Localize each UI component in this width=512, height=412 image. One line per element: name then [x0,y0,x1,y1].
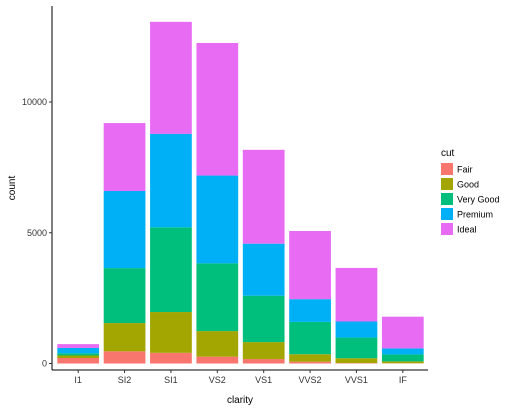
bar-segment-vs1-fair [242,359,285,364]
legend-key-good [441,178,453,190]
bar-segment-si2-fair [103,351,146,364]
bar-segment-if-very-good [381,354,424,362]
bars-group [57,21,424,364]
bar-segment-vs2-premium [196,175,239,264]
x-tick-label: I1 [74,375,82,385]
bar-segment-vvs2-very-good [289,321,331,355]
bar-segment-vvs2-premium [289,299,331,322]
bar-segment-vvs1-premium [335,321,378,338]
x-tick-label: VVS2 [299,375,322,385]
bar-segment-if-good [381,361,424,364]
bar-segment-i1-premium [57,347,100,354]
bar-segment-i1-good [57,355,100,359]
bar-segment-si2-premium [103,191,146,269]
x-tick-label: SI1 [164,375,178,385]
bar-segment-i1-fair [57,358,100,364]
bar-segment-vs1-premium [242,243,285,296]
bar-segment-if-ideal [381,316,424,349]
bar-segment-vvs2-fair [289,361,331,364]
y-tick-label: 5000 [27,228,47,238]
bar-segment-vvs2-ideal [289,231,331,300]
bar-segment-si1-fair [150,352,192,364]
legend-key-very-good [441,193,453,205]
legend-key-ideal [441,223,453,235]
bar-segment-vs1-good [242,342,285,360]
legend-key-fair [441,163,453,175]
y-tick-label: 0 [42,359,47,369]
legend-label: Good [457,180,479,190]
legend-key-premium [441,208,453,220]
legend-label: Very Good [457,195,500,205]
bar-segment-vs2-fair [196,356,239,364]
bar-segment-i1-very-good [57,353,100,356]
x-axis-title: clarity [227,395,253,406]
bar-segment-si1-premium [150,133,192,228]
bar-segment-vvs2-good [289,354,331,362]
legend-label: Fair [457,165,473,175]
bar-segment-vvs1-good [335,358,378,364]
x-axis-ticks: I1 SI2 SI1 VS2 VS1 VVS2 VVS1 IF [74,370,407,385]
bar-segment-vvs1-ideal [335,267,378,322]
bar-segment-si1-ideal [150,21,192,134]
bar-segment-vs2-good [196,331,239,357]
bar-segment-vs1-ideal [242,149,285,244]
bar-segment-vs1-very-good [242,295,285,343]
bar-segment-si2-very-good [103,268,146,324]
x-tick-label: VVS1 [345,375,368,385]
y-axis-ticks: 0 5000 10000 [22,97,52,369]
legend: cut Fair Good Very Good Premium Ideal [441,148,500,235]
bar-segment-si2-good [103,323,146,352]
bar-segment-vs2-very-good [196,263,239,332]
y-tick-label: 10000 [22,97,47,107]
legend-title: cut [441,148,455,159]
x-tick-label: VS2 [209,375,226,385]
x-tick-label: VS1 [255,375,272,385]
bar-segment-i1-ideal [57,344,100,348]
bar-segment-vs2-ideal [196,42,239,176]
legend-label: Premium [457,210,493,220]
x-tick-label: SI2 [118,375,132,385]
bar-segment-vvs1-very-good [335,337,378,359]
bar-segment-si1-good [150,312,192,353]
y-axis-title: count [7,176,18,201]
bar-segment-if-premium [381,348,424,355]
bar-segment-si1-very-good [150,227,192,313]
bar-segment-si2-ideal [103,123,146,192]
x-tick-label: IF [399,375,408,385]
legend-label: Ideal [457,225,477,235]
